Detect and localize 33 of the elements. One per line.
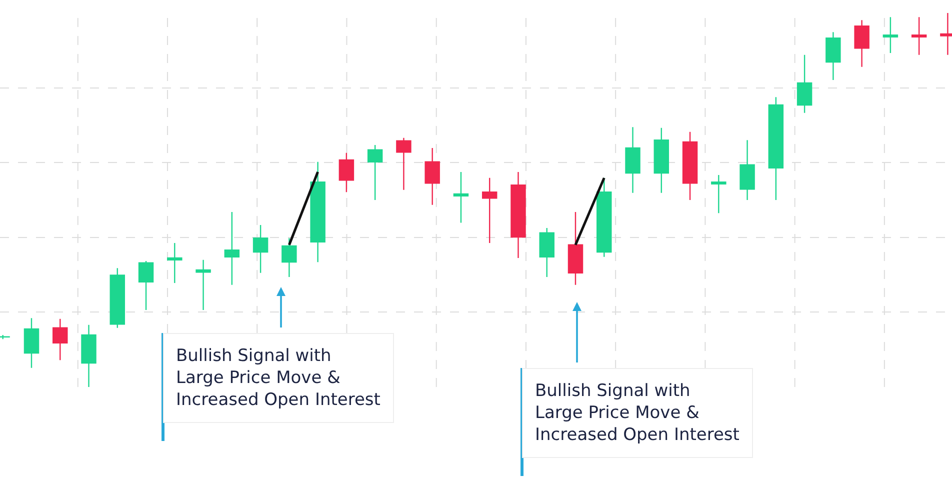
candlestick (768, 96, 784, 201)
candlestick (224, 211, 240, 286)
candlestick (252, 224, 268, 274)
candlestick (81, 324, 96, 387)
candlestick (826, 31, 841, 81)
candlestick (282, 238, 297, 278)
candlestick (911, 16, 927, 56)
candlestick (52, 318, 68, 361)
candlestick (510, 171, 526, 259)
candlestick (711, 174, 726, 214)
candlestick (396, 137, 412, 190)
candlestick (138, 260, 154, 311)
candlestick (654, 127, 669, 194)
candlestick (424, 147, 440, 206)
annotation: Bullish Signal with Large Price Move & Increased Open Interest (535, 381, 740, 446)
candlestick (796, 54, 812, 114)
candlestick (568, 211, 584, 286)
candlestick (367, 144, 383, 201)
candlestick (453, 171, 469, 224)
candlestick (740, 140, 755, 201)
candlestick (625, 126, 640, 194)
candlestick (167, 242, 182, 284)
candlestick (310, 161, 326, 263)
candlestick (338, 152, 354, 193)
candlestick (24, 318, 40, 369)
candlestick (110, 267, 125, 329)
candlestick (682, 131, 698, 201)
candlestick (196, 259, 211, 311)
candlestick (882, 16, 898, 54)
annotation: Bullish Signal with Large Price Move & Increased Open Interest (176, 346, 381, 410)
candlestick (482, 177, 498, 244)
candlestick (854, 20, 870, 68)
candlestick (539, 227, 554, 278)
